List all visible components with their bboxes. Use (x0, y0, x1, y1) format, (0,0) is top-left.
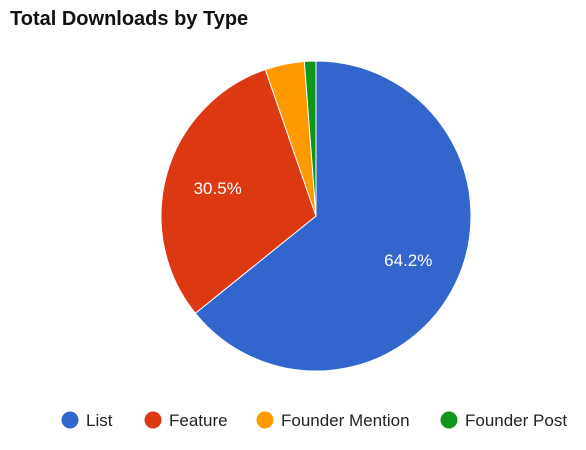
legend-marker-list (61, 411, 79, 429)
pie-slice-founder-post (303, 60, 317, 217)
legend-marker-founder-mention (256, 411, 274, 429)
legend: List Feature Founder Mention Founder Post (61, 411, 567, 430)
pie-slices (160, 60, 472, 372)
legend-label-founder-mention: Founder Mention (281, 411, 410, 430)
slice-label-feature: 30.5% (194, 179, 242, 198)
pie-slice-labels: 64.2% 30.5% (194, 179, 433, 270)
legend-marker-feature (144, 411, 162, 429)
slice-label-list: 64.2% (384, 251, 432, 270)
legend-label-founder-post: Founder Post (465, 411, 567, 430)
pie-slice-feature (160, 68, 317, 314)
legend-label-feature: Feature (169, 411, 228, 430)
legend-label-list: List (86, 411, 113, 430)
legend-marker-founder-post (440, 411, 458, 429)
chart-title: Total Downloads by Type (10, 8, 249, 30)
pie-slice-list (194, 60, 472, 372)
